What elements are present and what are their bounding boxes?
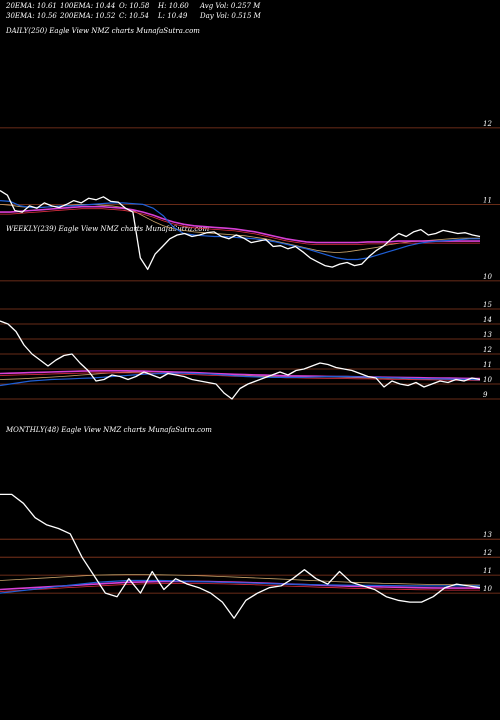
daily-ema-long-line — [0, 205, 480, 244]
close-label: C: 10.54 — [119, 12, 149, 20]
open-label: O: 10.58 — [119, 2, 150, 10]
monthly-series — [0, 493, 481, 619]
weekly-series — [0, 320, 481, 400]
low-label: L: 10.49 — [158, 12, 188, 20]
ema200-label: 200EMA: 10.52 — [60, 12, 116, 20]
daily-series — [0, 190, 481, 271]
daily-price-line — [0, 190, 481, 271]
weekly-ema-long-line — [0, 369, 481, 380]
monthly-y-tick-label: 13 — [483, 531, 492, 539]
weekly-y-tick-label: 14 — [483, 316, 492, 324]
daily-y-tick-label: 10 — [483, 273, 492, 281]
weekly-y-tick-label: 15 — [483, 301, 492, 309]
weekly-y-tick-label: 9 — [483, 391, 488, 399]
monthly-y-tick-label: 12 — [483, 549, 492, 557]
high-label: H: 10.60 — [158, 2, 189, 10]
daily-ema-long-band-line — [0, 208, 480, 246]
monthly-y-tick-label: 11 — [483, 567, 492, 575]
ema20-label: 20EMA: 10.61 — [6, 2, 57, 10]
weekly-panel-label: WEEKLY(239) Eagle View NMZ charts Munafa… — [6, 225, 210, 233]
daily-y-tick-label: 11 — [483, 196, 492, 204]
monthly-ema-mid-line — [0, 574, 481, 586]
monthly-price-line — [0, 493, 481, 619]
weekly-gridlines: 15 14 13 12 11 10 9 — [0, 301, 500, 400]
day-vol-label: Day Vol: 0.515 M — [200, 12, 261, 20]
weekly-y-tick-label: 10 — [483, 376, 492, 384]
daily-panel-label: DAILY(250) Eagle View NMZ charts MunafaS… — [6, 27, 200, 35]
ema30-label: 30EMA: 10.56 — [6, 12, 57, 20]
monthly-gridlines: 13 12 11 10 — [0, 531, 500, 594]
daily-y-tick-label: 12 — [483, 120, 492, 128]
monthly-y-tick-label: 10 — [483, 585, 492, 593]
weekly-y-tick-label: 13 — [483, 331, 492, 339]
monthly-ema-short-line — [0, 579, 480, 594]
weekly-price-line — [0, 320, 481, 400]
ema100-label: 100EMA: 10.44 — [60, 2, 116, 10]
monthly-panel-label: MONTHLY(48) Eagle View NMZ charts Munafa… — [6, 426, 212, 434]
avg-vol-label: Avg Vol: 0.257 M — [200, 2, 261, 10]
monthly-ema-long-band-line — [0, 583, 480, 592]
weekly-y-tick-label: 11 — [483, 361, 492, 369]
daily-ema-short-line — [0, 200, 480, 261]
weekly-y-tick-label: 12 — [483, 346, 492, 354]
weekly-ema-short-line — [0, 372, 481, 387]
